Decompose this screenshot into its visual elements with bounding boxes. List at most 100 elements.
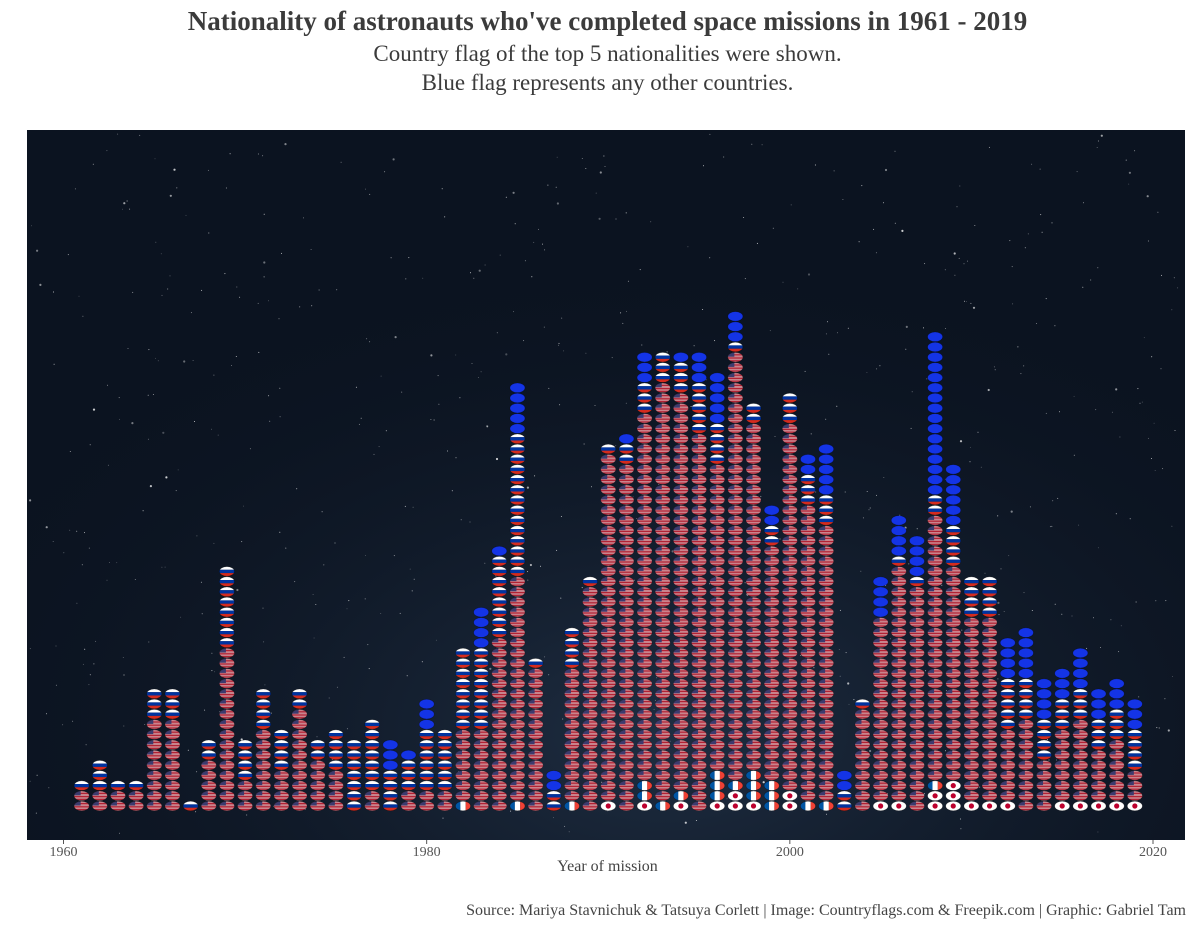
star	[364, 598, 366, 600]
star	[923, 327, 924, 329]
star	[1177, 287, 1179, 289]
star	[412, 506, 414, 508]
flag-icon-usa	[509, 749, 526, 761]
star	[72, 720, 74, 722]
flag-icon-usa	[782, 566, 798, 577]
flag-icon-usa	[219, 800, 235, 812]
flag-icon-usa	[745, 505, 762, 516]
star	[69, 451, 71, 452]
star	[183, 360, 186, 363]
flag-icon-usa	[763, 647, 780, 659]
flag-icon-russia	[1090, 729, 1107, 740]
flag-icon-usa	[618, 545, 635, 557]
star	[123, 674, 125, 676]
flag-icon-usa	[455, 790, 471, 801]
flag-icon-usa	[963, 668, 980, 679]
flag-icon-usa	[981, 770, 998, 781]
flag-icon-usa	[945, 668, 962, 679]
flag-icon-usa	[927, 719, 943, 730]
flag-icon-russia	[818, 494, 834, 506]
flag-icon-usa	[509, 637, 526, 648]
flag-icon-usa	[509, 647, 526, 659]
flag-icon-usa	[691, 709, 707, 720]
flag-icon-other	[400, 749, 417, 761]
star	[560, 597, 562, 599]
star	[977, 431, 979, 433]
flag-icon-usa	[782, 515, 798, 526]
star	[883, 477, 885, 478]
flag-icon-usa	[727, 719, 744, 730]
star	[365, 188, 366, 190]
year-column	[491, 545, 508, 812]
star	[970, 302, 972, 304]
flag-icon-other	[418, 709, 435, 720]
flag-icon-usa	[600, 525, 617, 536]
flag-icon-other	[1072, 658, 1089, 669]
star	[385, 430, 387, 432]
flag-icon-other	[927, 362, 943, 373]
flag-icon-japan	[890, 800, 907, 812]
flag-icon-usa	[527, 729, 544, 740]
star	[31, 225, 32, 227]
star	[200, 581, 202, 583]
flag-icon-usa	[473, 780, 489, 791]
flag-icon-usa	[890, 698, 907, 710]
star	[945, 690, 947, 692]
star	[1160, 368, 1162, 370]
flag-icon-russia	[673, 382, 689, 393]
flag-icon-usa	[219, 688, 235, 699]
star	[1023, 592, 1025, 594]
flag-icon-russia	[146, 698, 163, 710]
star	[117, 133, 119, 135]
flag-icon-other	[1127, 698, 1143, 710]
star	[236, 286, 238, 288]
flag-icon-other	[909, 566, 925, 577]
star	[134, 579, 136, 580]
flag-icon-usa	[491, 668, 508, 679]
flag-icon-usa	[219, 719, 235, 730]
flag-icon-usa	[927, 637, 943, 648]
flag-icon-usa	[890, 678, 907, 689]
flag-icon-russia	[636, 392, 653, 404]
flag-icon-russia	[219, 607, 235, 618]
flag-icon-usa	[963, 760, 980, 771]
flag-icon-russia	[999, 698, 1016, 710]
flag-icon-usa	[818, 658, 834, 669]
flag-icon-other	[945, 515, 962, 526]
star	[1115, 513, 1117, 515]
star	[437, 375, 439, 377]
flag-icon-russia	[545, 790, 562, 801]
flag-icon-usa	[872, 719, 889, 730]
flag-icon-usa	[1108, 739, 1125, 750]
flag-icon-usa	[691, 586, 707, 597]
flag-icon-usa	[890, 729, 907, 740]
star	[842, 199, 844, 200]
flag-icon-russia	[473, 647, 489, 659]
flag-icon-usa	[473, 760, 489, 771]
star	[526, 486, 530, 489]
flag-icon-usa	[636, 617, 653, 628]
flag-icon-russia	[709, 443, 726, 455]
flag-icon-usa	[800, 576, 816, 587]
flag-icon-usa	[618, 515, 635, 526]
flag-icon-other	[691, 372, 707, 383]
star	[29, 499, 32, 502]
star	[564, 825, 566, 827]
flag-icon-usa	[673, 596, 689, 608]
star	[346, 608, 348, 610]
star	[84, 648, 86, 650]
flag-icon-usa	[564, 790, 580, 801]
flag-icon-russia	[509, 494, 526, 506]
star	[240, 738, 243, 741]
flag-icon-other	[709, 392, 726, 404]
flag-icon-usa	[473, 770, 489, 781]
flag-icon-other	[509, 382, 526, 393]
flag-icon-usa	[818, 566, 834, 577]
flag-icon-usa	[582, 627, 598, 638]
flag-icon-russia	[382, 800, 399, 812]
star	[560, 516, 562, 517]
star	[369, 193, 371, 195]
star	[46, 713, 47, 715]
flag-icon-usa	[927, 668, 943, 679]
star	[529, 563, 533, 567]
